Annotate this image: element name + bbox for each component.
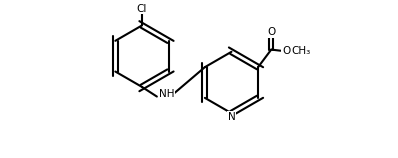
Text: NH: NH <box>159 89 174 99</box>
Text: CH₃: CH₃ <box>291 46 311 56</box>
Text: N: N <box>228 112 235 122</box>
Text: O: O <box>267 27 275 37</box>
Text: O: O <box>282 46 290 56</box>
Text: Cl: Cl <box>137 4 147 14</box>
